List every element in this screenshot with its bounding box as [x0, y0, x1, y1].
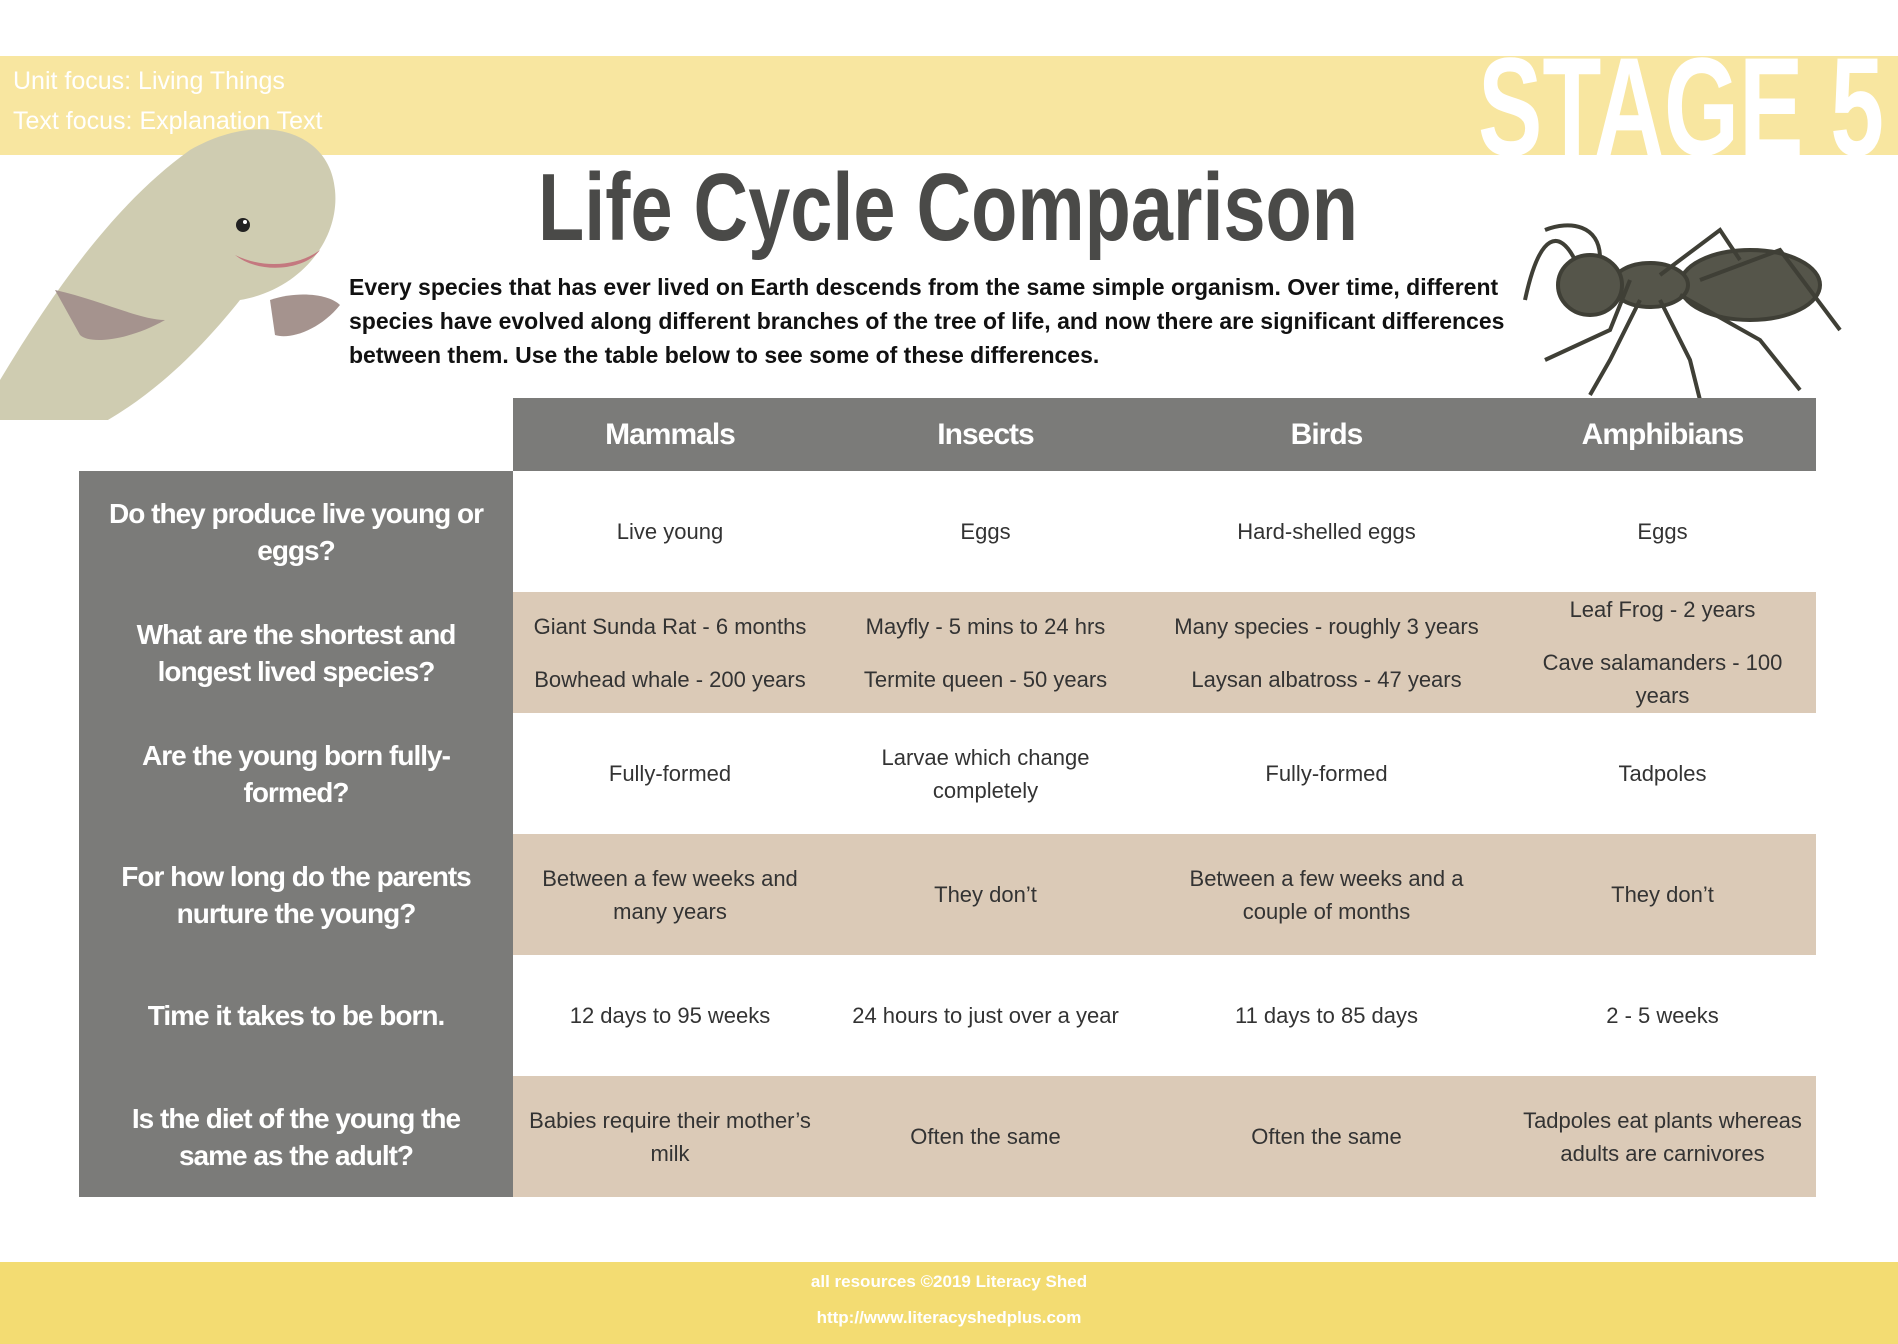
- table-cell: Between a few weeks and a couple of mont…: [1144, 834, 1509, 955]
- table-cell: Fully-formed: [1144, 713, 1509, 834]
- table-cell: Tadpoles eat plants whereas adults are c…: [1509, 1076, 1816, 1197]
- row-question: What are the shortest and longest lived …: [79, 592, 513, 713]
- table-cell: Eggs: [1509, 471, 1816, 592]
- table-cell: 24 hours to just over a year: [827, 955, 1144, 1076]
- whale-illustration: [0, 129, 340, 420]
- column-header: Birds: [1144, 398, 1509, 471]
- table-cell: Many species - roughly 3 years Laysan alb…: [1144, 592, 1509, 713]
- title: Life Cycle Comparison: [538, 154, 1358, 261]
- table-cell: They don’t: [1509, 834, 1816, 955]
- table-cell: Larvae which change completely: [827, 713, 1144, 834]
- header-graphics: STAGE 5 Life Cycle Comparison: [0, 28, 1884, 420]
- cell-line: Termite queen - 50 years: [863, 666, 1108, 692]
- table-cell: Often the same: [827, 1076, 1144, 1197]
- cell-line: Giant Sunda Rat - 6 months: [533, 613, 807, 639]
- row-question: Do they produce live young or eggs?: [79, 471, 513, 592]
- stage: STAGE 5: [1478, 28, 1884, 185]
- ant-illustration: [1523, 223, 1842, 401]
- footer-band: [0, 1262, 1898, 1344]
- table-cell: Fully-formed: [513, 713, 827, 834]
- column-header: Insects: [827, 398, 1144, 471]
- intro: Every species that has ever lived on Ear…: [349, 274, 1505, 368]
- table-cell: Eggs: [827, 471, 1144, 592]
- row-question: Time it takes to be born.: [79, 955, 513, 1076]
- footer-url: http://www.literacyshedplus.com: [816, 1308, 1082, 1327]
- row-question: For how long do the parents nurture the …: [79, 834, 513, 955]
- table-cell: Hard-shelled eggs: [1144, 471, 1509, 592]
- table-cell: Tadpoles: [1509, 713, 1816, 834]
- cell-line: Laysan albatross - 47 years: [1191, 666, 1462, 692]
- cell-line: Bowhead whale - 200 years: [534, 666, 806, 692]
- table-cell: 12 days to 95 weeks: [513, 955, 827, 1076]
- table-cell: They don’t: [827, 834, 1144, 955]
- table-cell: Giant Sunda Rat - 6 months Bowhead whale …: [513, 592, 827, 713]
- row-question: Are the young born fully-formed?: [79, 713, 513, 834]
- cell-line: Leaf Frog - 2 years: [1569, 597, 1756, 622]
- column-header: Amphibians: [1509, 398, 1816, 471]
- table-cell: Often the same: [1144, 1076, 1509, 1197]
- table-cell: Mayfly - 5 mins to 24 hrs Termite queen -…: [827, 592, 1144, 713]
- cell-line: Many species - roughly 3 years: [1174, 613, 1479, 639]
- table-cell: Babies require their mother’s milk: [513, 1076, 827, 1197]
- table-cell: 2 - 5 weeks: [1509, 955, 1816, 1076]
- table-cell: Between a few weeks and many years: [513, 834, 827, 955]
- row-question: Is the diet of the young the same as the…: [79, 1076, 513, 1197]
- column-header: Mammals: [513, 398, 827, 471]
- table-cell: 11 days to 85 days: [1144, 955, 1509, 1076]
- cell-line: Cave salamanders - 100 years: [1542, 650, 1783, 708]
- header-band: [0, 56, 1898, 155]
- table-cell: Leaf Frog - 2 years Cave salamanders - 10…: [1509, 592, 1816, 713]
- unit-focus: Unit focus: Living Things: [13, 67, 285, 95]
- cell-line: Mayfly - 5 mins to 24 hrs: [865, 613, 1106, 639]
- table-cell: Live young: [513, 471, 827, 592]
- copyright: all resources ©2019 Literacy Shed: [810, 1272, 1088, 1291]
